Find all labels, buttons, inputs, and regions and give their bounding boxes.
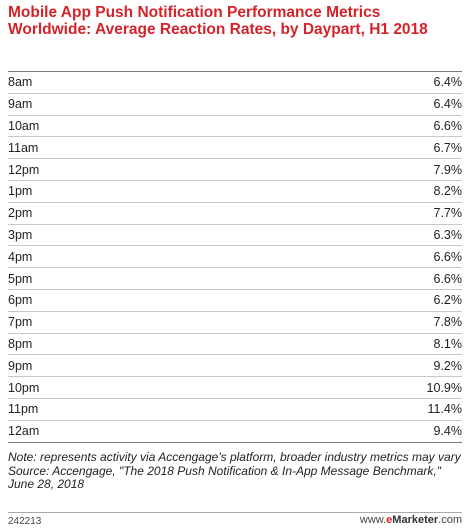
brand-name: Marketer	[392, 514, 439, 526]
table-row: 7pm 7.8%	[8, 312, 462, 334]
notes-block: Note: represents activity via Accengage'…	[8, 450, 464, 492]
daypart-label: 12am	[8, 424, 40, 439]
source-text: Source: Accengage, "The 2018 Push Notifi…	[8, 463, 441, 492]
reaction-rate-value: 6.2%	[433, 293, 463, 308]
table-row: 12am 9.4%	[8, 421, 462, 443]
daypart-label: 12pm	[8, 162, 40, 177]
brand-logo: www.eMarketer.com	[360, 514, 462, 526]
reaction-rate-value: 7.7%	[433, 206, 463, 221]
reaction-rate-value: 11.4%	[427, 402, 462, 417]
table-row: 11am 6.7%	[8, 137, 463, 160]
table-row: 12pm 7.9%	[8, 159, 462, 181]
brand-e: e	[386, 514, 393, 526]
reaction-rate-value: 9.4%	[433, 424, 463, 439]
reaction-rate-value: 8.1%	[433, 336, 463, 351]
daypart-label: 11pm	[8, 402, 39, 417]
table-row: 10pm 10.9%	[8, 377, 462, 399]
data-table: 8am 6.4% 9am 6.4% 10am 6.6% 11am 6.7% 12pm 7.9% 1p…	[8, 72, 462, 443]
table-row: 11pm 11.4%	[8, 399, 462, 421]
table-row: 2pm 7.7%	[8, 203, 462, 225]
daypart-label: 10am	[8, 118, 40, 133]
table-row: 1pm 8.2%	[8, 181, 462, 203]
footer-rule	[8, 512, 462, 513]
reaction-rate-value: 6.6%	[433, 271, 463, 286]
reaction-rate-value: 6.4%	[433, 75, 463, 90]
daypart-label: 8am	[8, 75, 33, 90]
daypart-label: 3pm	[8, 227, 33, 242]
reaction-rate-value: 6.7%	[433, 140, 463, 155]
reaction-rate-value: 6.4%	[433, 97, 463, 112]
daypart-label: 2pm	[8, 206, 33, 221]
brand-prefix: www.	[359, 514, 387, 526]
reaction-rate-value: 9.2%	[433, 358, 463, 373]
reaction-rate-value: 7.9%	[433, 162, 463, 177]
reaction-rate-value: 6.6%	[433, 118, 463, 133]
table-row: 8pm 8.1%	[8, 334, 462, 356]
table-row: 6pm 6.2%	[8, 290, 462, 312]
reaction-rate-value: 6.6%	[433, 249, 463, 264]
table-row: 3pm 6.3%	[8, 225, 462, 247]
daypart-label: 1pm	[8, 184, 33, 199]
reaction-rate-value: 7.8%	[433, 315, 463, 330]
reaction-rate-value: 6.3%	[433, 227, 463, 242]
chart-id: 242213	[8, 516, 42, 527]
brand-suffix: .com	[438, 514, 462, 526]
table-row: 8am 6.4%	[8, 72, 462, 94]
note-text: Note: represents activity via Accengage'…	[8, 450, 461, 464]
daypart-label: 11am	[8, 140, 39, 155]
daypart-label: 7pm	[8, 315, 33, 330]
table-row: 5pm 6.6%	[8, 268, 462, 290]
daypart-label: 6pm	[8, 293, 33, 308]
table-row: 4pm 6.6%	[8, 246, 463, 269]
daypart-label: 9pm	[8, 358, 33, 373]
table-row: 10am 6.6%	[8, 116, 462, 138]
chart-title: Mobile App Push Notification Performance…	[8, 4, 428, 38]
top-rule	[8, 71, 462, 72]
reaction-rate-value: 10.9%	[426, 380, 462, 395]
daypart-label: 10pm	[8, 380, 40, 395]
table-row: 9pm 9.2%	[8, 355, 463, 378]
daypart-label: 9am	[8, 97, 33, 112]
daypart-label: 5pm	[8, 271, 33, 286]
daypart-label: 4pm	[8, 249, 33, 264]
daypart-label: 8pm	[8, 336, 33, 351]
table-row: 9am 6.4%	[8, 94, 462, 116]
reaction-rate-value: 8.2%	[433, 184, 463, 199]
